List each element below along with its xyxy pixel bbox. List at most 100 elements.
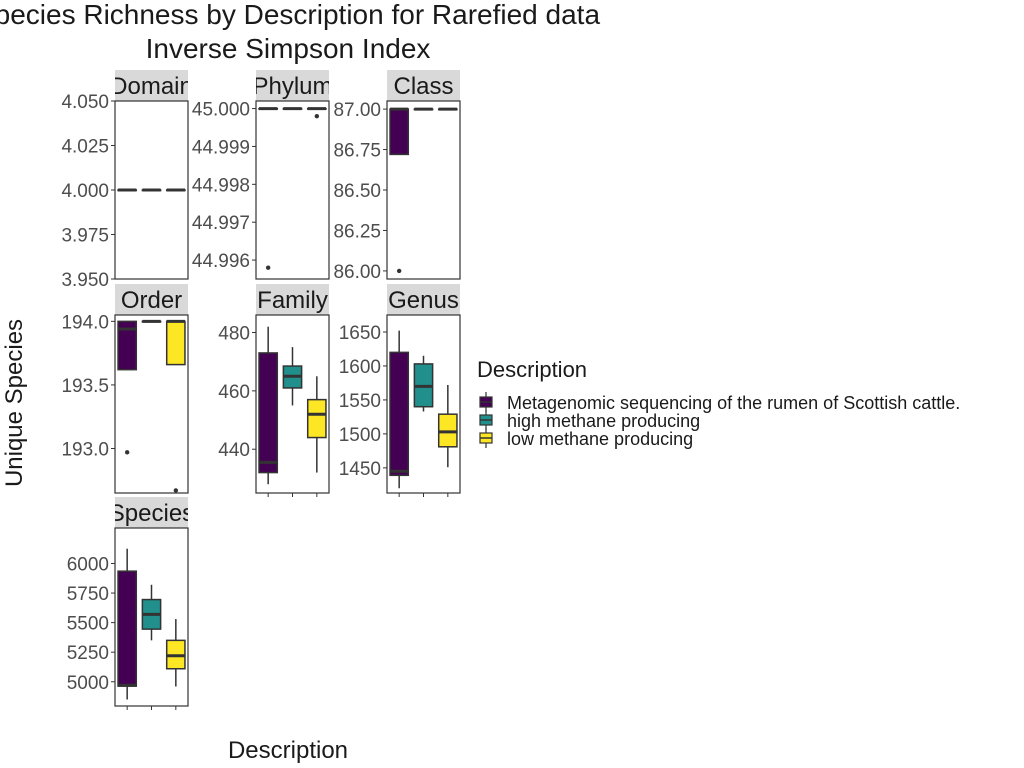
y-tick-label: 5500 <box>67 614 109 635</box>
box-high-methane-producing <box>413 355 434 412</box>
y-tick-label: 45.000 <box>192 100 250 121</box>
y-tick-label: 44.998 <box>192 175 250 196</box>
box-low-methane-producing <box>306 107 327 119</box>
box-high-methane-producing <box>141 319 162 323</box>
y-tick-label: 460 <box>218 382 250 403</box>
outlier-point <box>173 488 179 493</box>
box-body <box>258 352 279 474</box>
outlier-point <box>396 268 402 274</box>
panel-family: Family 440 460 480 <box>218 284 330 497</box>
y-tick-label: 87.00 <box>333 100 381 121</box>
y-tick-label: 5000 <box>67 673 109 694</box>
legend-entry-high-methane-producing: high methane producing <box>479 410 700 431</box>
panel-frame <box>255 100 330 280</box>
box-body <box>389 351 410 477</box>
legend-label: high methane producing <box>507 411 700 431</box>
box-high-methane-producing <box>413 107 434 111</box>
legend-label: Metagenomic sequencing of the rumen of S… <box>507 393 960 413</box>
y-tick-label: 3.975 <box>61 226 109 247</box>
box-body <box>306 398 327 439</box>
box-metagenomic-sequencing-of-the-rumen-of-scottish-cattle <box>117 188 138 192</box>
outlier-point <box>124 450 130 455</box>
y-tick-label: 440 <box>218 440 250 461</box>
legend: Description Metagenomic sequencing of th… <box>477 357 960 449</box>
box-body <box>117 570 138 687</box>
box-metagenomic-sequencing-of-the-rumen-of-scottish-cattle <box>389 107 410 274</box>
box-low-methane-producing <box>165 319 186 493</box>
legend-entry-metagenomic-sequencing-of-the-rumen-of-scottish-cattle: Metagenomic sequencing of the rumen of S… <box>479 392 960 413</box>
y-tick-label: 86.25 <box>333 221 381 242</box>
panel-strip-label: Order <box>121 287 182 314</box>
panel-strip <box>115 497 188 528</box>
y-tick-label: 4.050 <box>61 92 109 113</box>
box-body <box>117 320 138 371</box>
panel-domain: Domain 3.950 3.975 4.000 4.025 4.050 <box>61 70 193 291</box>
panel-species: Species 5000 5250 5500 5750 6000 <box>67 497 194 710</box>
panel-strip-label: Phylum <box>252 73 332 100</box>
box-body <box>165 320 186 366</box>
panel-class: Class 86.00 86.25 86.50 86.75 87.00 <box>333 70 461 283</box>
box-high-methane-producing <box>282 347 303 406</box>
chart-subtitle: Inverse Simpson Index <box>146 33 431 64</box>
y-tick-label: 3.950 <box>61 270 109 291</box>
y-tick-label: 193.5 <box>61 376 109 397</box>
box-metagenomic-sequencing-of-the-rumen-of-scottish-cattle <box>258 107 279 270</box>
box-high-methane-producing <box>282 107 303 111</box>
panel-phylum: Phylum 44.996 44.997 44.998 44.999 45.000 <box>192 70 332 280</box>
box-metagenomic-sequencing-of-the-rumen-of-scottish-cattle <box>258 326 279 485</box>
box-low-methane-producing <box>306 376 327 473</box>
box-metagenomic-sequencing-of-the-rumen-of-scottish-cattle <box>389 330 410 489</box>
y-tick-label: 480 <box>218 324 250 345</box>
y-tick-label: 194.0 <box>61 312 109 333</box>
y-tick-label: 1600 <box>339 357 381 378</box>
y-tick-label: 4.000 <box>61 181 109 202</box>
box-high-methane-producing <box>141 584 162 641</box>
y-tick-label: 86.75 <box>333 141 381 162</box>
outlier-point <box>314 113 320 119</box>
panel-strip <box>387 284 460 315</box>
y-tick-label: 4.025 <box>61 137 109 158</box>
panel-strip-label: Species <box>109 500 194 527</box>
y-tick-label: 86.00 <box>333 262 381 283</box>
panel-strip <box>256 70 329 101</box>
box-low-methane-producing <box>437 384 458 468</box>
chart-title: Species Richness by Description for Rare… <box>0 0 600 30</box>
y-tick-label: 1500 <box>339 425 381 446</box>
legend-title: Description <box>477 357 587 382</box>
panel-strip-label: Domain <box>110 73 193 100</box>
panel-strip <box>115 70 188 101</box>
panel-strip-label: Genus <box>388 287 459 314</box>
y-tick-label: 5750 <box>67 584 109 605</box>
box-metagenomic-sequencing-of-the-rumen-of-scottish-cattle <box>117 320 138 455</box>
y-tick-label: 1550 <box>339 391 381 412</box>
y-tick-label: 1650 <box>339 323 381 344</box>
box-high-methane-producing <box>141 188 162 192</box>
panel-strip-label: Class <box>393 73 453 100</box>
panel-order: Order 193.0 193.5 194.0 <box>61 284 189 494</box>
legend-label: low methane producing <box>507 429 693 449</box>
panel-genus: Genus 1450 1500 1550 1600 1650 <box>339 284 461 497</box>
box-low-methane-producing <box>165 619 186 687</box>
box-low-methane-producing <box>437 107 458 111</box>
panel-strip-label: Family <box>257 287 328 314</box>
panel-strip <box>256 284 329 315</box>
legend-entry-low-methane-producing: low methane producing <box>479 428 693 449</box>
outlier-point <box>265 265 271 270</box>
panel-strip <box>387 70 460 101</box>
y-tick-label: 44.997 <box>192 213 250 234</box>
y-axis-title: Unique Species <box>1 319 28 487</box>
y-tick-label: 193.0 <box>61 440 109 461</box>
box-body <box>389 108 410 156</box>
facet-panels: Domain 3.950 3.975 4.000 4.025 4.050 Phylum 44.… <box>61 70 461 710</box>
box-low-methane-producing <box>165 188 186 192</box>
box-metagenomic-sequencing-of-the-rumen-of-scottish-cattle <box>117 548 138 700</box>
y-tick-label: 44.996 <box>192 251 250 272</box>
y-tick-label: 6000 <box>67 554 109 575</box>
x-axis-title: Description <box>228 737 348 764</box>
panel-strip <box>115 284 188 315</box>
y-tick-label: 86.50 <box>333 181 381 202</box>
y-tick-label: 1450 <box>339 459 381 480</box>
y-tick-label: 5250 <box>67 643 109 664</box>
y-tick-label: 44.999 <box>192 137 250 158</box>
